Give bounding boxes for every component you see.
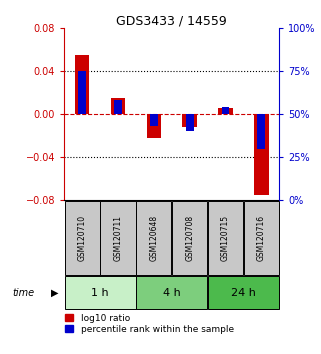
Bar	[186, 114, 194, 131]
Bar	[208, 276, 279, 309]
Bar	[218, 108, 233, 114]
Bar	[257, 114, 265, 149]
Text: ▶: ▶	[51, 288, 59, 298]
Bar	[65, 276, 135, 309]
Bar	[182, 114, 197, 127]
Text: GSM120648: GSM120648	[149, 215, 158, 261]
Bar	[78, 71, 86, 114]
Text: GSM120715: GSM120715	[221, 215, 230, 261]
Bar	[244, 201, 279, 275]
Bar	[208, 201, 243, 275]
Bar	[221, 107, 230, 114]
Text: GSM120708: GSM120708	[185, 215, 194, 261]
Bar	[150, 114, 158, 126]
Bar	[111, 98, 125, 114]
Bar	[147, 114, 161, 138]
Text: 4 h: 4 h	[163, 288, 181, 298]
Text: time: time	[13, 288, 35, 298]
Text: GSM120710: GSM120710	[78, 215, 87, 261]
Text: 24 h: 24 h	[231, 288, 256, 298]
Bar	[114, 101, 122, 114]
Bar	[172, 201, 207, 275]
Bar	[136, 276, 207, 309]
Text: GSM120716: GSM120716	[257, 215, 266, 261]
Bar	[100, 201, 135, 275]
Bar	[65, 201, 100, 275]
Bar	[254, 114, 268, 195]
Bar	[136, 201, 171, 275]
Title: GDS3433 / 14559: GDS3433 / 14559	[116, 14, 227, 27]
Text: GSM120711: GSM120711	[113, 215, 123, 261]
Legend: log10 ratio, percentile rank within the sample: log10 ratio, percentile rank within the …	[65, 313, 235, 335]
Text: 1 h: 1 h	[91, 288, 109, 298]
Bar	[75, 55, 89, 114]
